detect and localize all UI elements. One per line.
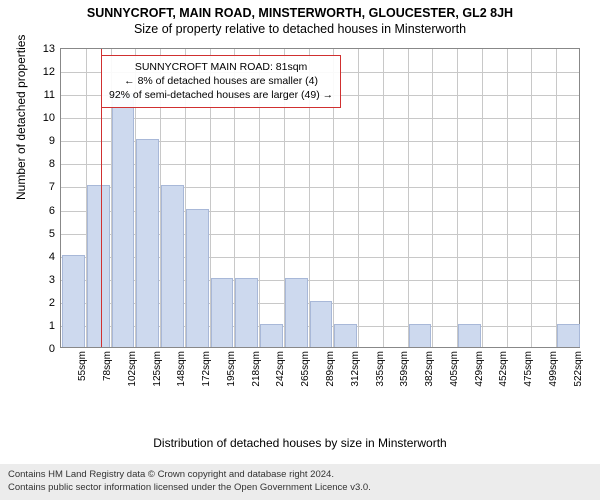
x-tick: 125sqm (152, 351, 163, 387)
bar (161, 185, 184, 347)
y-tick: 3 (49, 274, 55, 286)
footer: Contains HM Land Registry data © Crown c… (0, 464, 600, 500)
x-tick: 359sqm (399, 351, 410, 387)
gridline-v (358, 49, 359, 347)
x-tick: 429sqm (474, 351, 485, 387)
bar (285, 278, 308, 347)
gridline-v (457, 49, 458, 347)
bar (112, 93, 135, 347)
title-sub: Size of property relative to detached ho… (0, 22, 600, 36)
bar (458, 324, 481, 347)
x-tick: 312sqm (350, 351, 361, 387)
y-tick: 11 (44, 89, 55, 101)
gridline-v (531, 49, 532, 347)
bar (235, 278, 258, 347)
y-tick: 6 (49, 205, 55, 217)
x-tick: 148sqm (176, 351, 187, 387)
y-tick: 7 (49, 181, 55, 193)
x-tick: 195sqm (226, 351, 237, 387)
y-tick: 13 (43, 43, 55, 55)
bar (260, 324, 283, 347)
footer-line-2: Contains public sector information licen… (8, 482, 592, 495)
gridline-v (482, 49, 483, 347)
y-tick: 1 (49, 320, 55, 332)
y-tick: 2 (49, 297, 55, 309)
x-tick: 475sqm (523, 351, 534, 387)
chart-area: 01234567891011121355sqm78sqm102sqm125sqm… (60, 48, 580, 378)
x-tick: 78sqm (102, 351, 113, 381)
x-tick: 242sqm (275, 351, 286, 387)
y-axis-label: Number of detached properties (14, 35, 28, 200)
x-tick: 405sqm (449, 351, 460, 387)
annotation-box: SUNNYCROFT MAIN ROAD: 81sqm← 8% of detac… (101, 55, 341, 108)
y-tick: 9 (49, 135, 55, 147)
title-main: SUNNYCROFT, MAIN ROAD, MINSTERWORTH, GLO… (0, 6, 600, 20)
y-tick: 4 (49, 251, 55, 263)
bar (62, 255, 85, 347)
x-tick: 452sqm (498, 351, 509, 387)
y-tick: 0 (49, 343, 55, 355)
x-tick: 522sqm (573, 351, 584, 387)
x-tick: 265sqm (300, 351, 311, 387)
annotation-line: SUNNYCROFT MAIN ROAD: 81sqm (109, 60, 333, 74)
plot: 01234567891011121355sqm78sqm102sqm125sqm… (60, 48, 580, 348)
footer-line-1: Contains HM Land Registry data © Crown c… (8, 469, 592, 482)
x-tick: 289sqm (325, 351, 336, 387)
x-tick: 172sqm (201, 351, 212, 387)
gridline-v (408, 49, 409, 347)
bar (211, 278, 234, 347)
y-tick: 5 (49, 228, 55, 240)
y-tick: 8 (49, 158, 55, 170)
gridline-h (61, 118, 579, 119)
annotation-line: ← 8% of detached houses are smaller (4) (109, 74, 333, 88)
x-tick: 55sqm (77, 351, 88, 381)
gridline-v (432, 49, 433, 347)
x-tick: 218sqm (251, 351, 262, 387)
y-tick: 10 (43, 112, 55, 124)
bar (409, 324, 432, 347)
bar (310, 301, 333, 347)
annotation-line: 92% of semi-detached houses are larger (… (109, 88, 333, 102)
bar (87, 185, 110, 347)
bar (186, 209, 209, 347)
x-tick: 499sqm (548, 351, 559, 387)
bar (557, 324, 580, 347)
x-tick: 102sqm (127, 351, 138, 387)
bar (334, 324, 357, 347)
x-tick: 335sqm (375, 351, 386, 387)
y-tick: 12 (43, 66, 55, 78)
x-axis-label: Distribution of detached houses by size … (0, 436, 600, 450)
gridline-v (507, 49, 508, 347)
x-tick: 382sqm (424, 351, 435, 387)
gridline-v (556, 49, 557, 347)
gridline-v (383, 49, 384, 347)
bar (136, 139, 159, 347)
